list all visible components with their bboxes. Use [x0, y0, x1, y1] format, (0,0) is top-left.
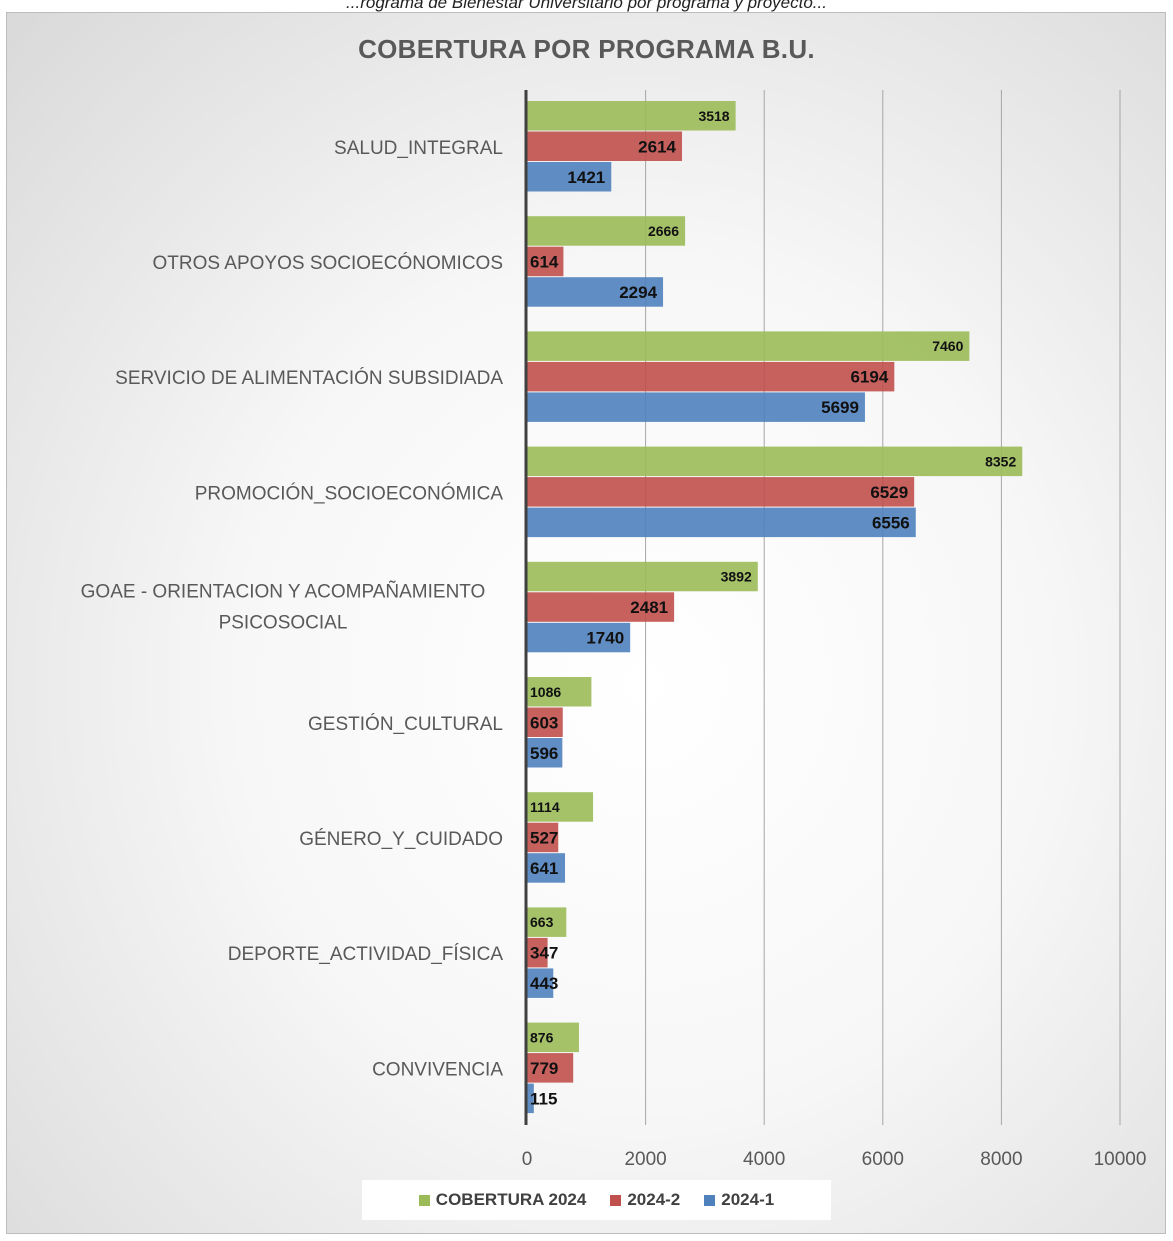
data-label: 663	[530, 914, 554, 930]
data-label: 527	[530, 828, 558, 847]
figure-caption: ...rograma de Bienestar Universitario po…	[346, 0, 827, 12]
bar-2024-1-promoci-n-socioecon-mica	[527, 507, 916, 538]
legend-label-2024-2: 2024-2	[627, 1190, 681, 1209]
bar-2024-1-gesti-n-cultural	[527, 738, 563, 768]
category-label: GESTIÓN_CULTURAL	[308, 713, 503, 735]
data-label: 1740	[586, 629, 624, 648]
bar-cobertura-2024-gesti-n-cultural	[527, 677, 592, 707]
data-label: 3518	[698, 108, 729, 124]
data-label: 2294	[619, 283, 657, 302]
bar-2024-2-salud-integral	[527, 131, 683, 161]
category-label: OTROS APOYOS SOCIOECÓNOMICOS	[153, 252, 504, 274]
x-tick-label: 6000	[862, 1149, 904, 1170]
category-label: DEPORTE_ACTIVIDAD_FÍSICA	[228, 944, 504, 965]
bar-2024-2-goae-orientacion-y-acompa-amiento-psicosocial	[527, 592, 675, 622]
bar-cobertura-2024-convivencia	[527, 1022, 579, 1053]
data-label: 115	[530, 1089, 557, 1108]
bar-cobertura-2024-servicio-de-alimentaci-n-subsidiada	[527, 331, 970, 361]
bar-2024-2-deporte-actividad-f-sica	[527, 937, 548, 968]
x-tick-label: 10000	[1094, 1149, 1147, 1170]
bar-2024-1-g-nero-y-cuidado	[527, 853, 566, 883]
data-label: 641	[530, 859, 558, 878]
data-label: 2481	[630, 598, 668, 617]
data-label: 876	[530, 1029, 554, 1045]
data-label: 596	[530, 744, 558, 763]
bar-2024-1-otros-apoyos-socioec-nomicos	[527, 277, 664, 307]
legend-label-2024-1: 2024-1	[721, 1190, 775, 1209]
category-label: CONVIVENCIA	[372, 1059, 503, 1080]
data-label: 6529	[870, 483, 908, 502]
legend-item-cobertura-2024: COBERTURA 2024	[418, 1190, 587, 1210]
category-label: SALUD_INTEGRAL	[334, 138, 503, 159]
bar-2024-2-promoci-n-socioecon-mica	[527, 477, 915, 507]
bar-2024-1-goae-orientacion-y-acompa-amiento-psicosocial	[527, 622, 631, 653]
data-label: 1421	[567, 168, 605, 187]
data-label: 6194	[850, 368, 888, 387]
bar-cobertura-2024-otros-apoyos-socioec-nomicos	[527, 216, 686, 246]
legend-label-cobertura-2024: COBERTURA 2024	[435, 1190, 587, 1209]
category-label: SERVICIO DE ALIMENTACIÓN SUBSIDIADA	[115, 367, 503, 389]
bar-2024-1-servicio-de-alimentaci-n-subsidiada	[527, 392, 865, 422]
category-label: PROMOCIÓN_SOCIOECONÓMICA	[195, 482, 504, 504]
legend-swatch-cobertura-2024	[418, 1194, 430, 1206]
bar-2024-1-salud-integral	[527, 162, 612, 192]
bar-cobertura-2024-promoci-n-socioecon-mica	[527, 446, 1023, 477]
bar-cobertura-2024-goae-orientacion-y-acompa-amiento-psicosocial	[527, 561, 758, 592]
chart-legend: COBERTURA 2024 2024-2 2024-1	[362, 1180, 831, 1220]
x-tick-label: 4000	[743, 1149, 785, 1170]
category-label: GOAE - ORIENTACION Y ACOMPAÑAMIENTO PSICO…	[81, 581, 486, 634]
bar-2024-2-g-nero-y-cuidado	[527, 822, 559, 853]
data-label: 614	[530, 252, 559, 271]
data-label: 443	[530, 974, 558, 993]
bar-2024-2-otros-apoyos-socioec-nomicos	[527, 246, 564, 277]
data-label: 6556	[872, 513, 910, 532]
category-label: GÉNERO_Y_CUIDADO	[299, 829, 503, 850]
data-label: 2666	[648, 223, 679, 239]
legend-item-2024-2: 2024-2	[610, 1190, 680, 1210]
data-label: 3892	[721, 569, 752, 585]
bar-2024-2-convivencia	[527, 1053, 574, 1083]
legend-item-2024-1: 2024-1	[704, 1190, 774, 1210]
data-label: 5699	[821, 398, 859, 417]
data-label: 2614	[638, 137, 676, 156]
legend-swatch-2024-2	[610, 1194, 622, 1206]
x-tick-label: 2000	[624, 1149, 666, 1170]
bar-cobertura-2024-g-nero-y-cuidado	[527, 792, 594, 822]
data-label: 1086	[530, 684, 561, 700]
bar-2024-2-gesti-n-cultural	[527, 707, 563, 737]
legend-swatch-2024-1	[704, 1194, 716, 1206]
data-label: 779	[530, 1059, 558, 1078]
chart-title: COBERTURA POR PROGRAMA B.U.	[358, 34, 815, 64]
bar-cobertura-2024-salud-integral	[527, 101, 736, 131]
data-label: 7460	[932, 338, 963, 354]
bar-cobertura-2024-deporte-actividad-f-sica	[527, 907, 567, 937]
bar-2024-2-servicio-de-alimentaci-n-subsidiada	[527, 361, 895, 392]
data-label: 603	[530, 713, 558, 732]
data-label: 8352	[985, 453, 1016, 469]
bar-2024-1-deporte-actividad-f-sica	[527, 968, 554, 998]
x-tick-label: 8000	[980, 1149, 1022, 1170]
bar-2024-1-convivencia	[527, 1083, 534, 1114]
data-label: 347	[530, 944, 558, 963]
x-tick-label: 0	[522, 1149, 533, 1170]
data-label: 1114	[530, 799, 560, 815]
